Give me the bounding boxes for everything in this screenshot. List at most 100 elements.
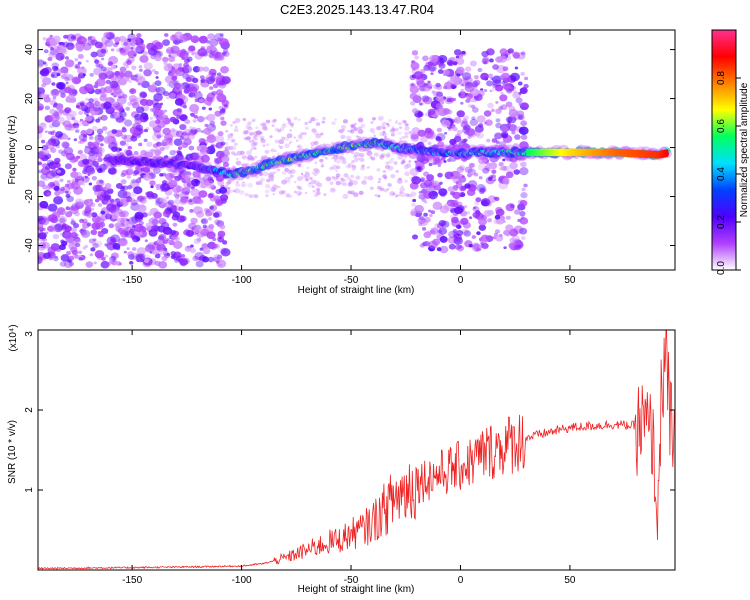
heatmap-cell bbox=[455, 55, 460, 59]
heatmap-cell bbox=[174, 83, 184, 91]
heatmap-cell bbox=[456, 129, 463, 135]
heatmap-cell bbox=[172, 222, 178, 227]
heatmap-cell bbox=[293, 180, 297, 184]
heatmap-cell bbox=[106, 242, 117, 251]
heatmap-cell bbox=[502, 177, 510, 185]
heatmap-cell bbox=[48, 51, 57, 58]
heatmap-cell bbox=[297, 163, 302, 168]
heatmap-cell bbox=[74, 198, 84, 206]
heatmap-cell bbox=[405, 193, 410, 197]
heatmap-cell bbox=[478, 123, 484, 128]
heatmap-cell bbox=[418, 190, 422, 194]
heatmap-cell bbox=[147, 84, 158, 93]
heatmap-cell bbox=[297, 134, 302, 139]
heatmap-cell bbox=[304, 192, 308, 195]
heatmap-cell bbox=[192, 152, 202, 161]
heatmap-cell bbox=[193, 114, 198, 119]
heatmap-cell bbox=[178, 168, 185, 174]
heatmap-cell bbox=[403, 122, 407, 125]
heatmap-cell bbox=[113, 87, 122, 95]
heatmap-cell bbox=[494, 132, 503, 140]
heatmap-cell bbox=[119, 71, 126, 78]
heatmap-cell bbox=[403, 120, 407, 124]
heatmap-cell bbox=[77, 140, 82, 144]
heatmap-cell bbox=[66, 74, 74, 81]
heatmap-cell bbox=[120, 179, 127, 185]
heatmap-cell bbox=[162, 127, 171, 136]
heatmap-cell bbox=[59, 42, 63, 46]
heatmap-cell bbox=[144, 239, 148, 243]
colorbar-tick-label: 0.8 bbox=[716, 71, 727, 85]
heatmap-cell bbox=[340, 125, 346, 130]
colorbar-tick-label: 0.6 bbox=[716, 119, 727, 133]
heatmap-cell bbox=[313, 131, 319, 136]
heatmap-cell bbox=[40, 173, 48, 180]
heatmap-cell bbox=[154, 260, 161, 266]
heatmap-cell bbox=[94, 41, 103, 49]
heatmap-cell bbox=[400, 185, 405, 189]
heatmap-cell bbox=[175, 130, 184, 138]
heatmap-cell bbox=[166, 253, 171, 256]
heatmap-cell bbox=[432, 201, 443, 210]
heatmap-cell bbox=[213, 244, 218, 248]
heatmap-cell bbox=[231, 139, 235, 143]
heatmap-cell bbox=[513, 244, 521, 251]
y-tick-label: 2 bbox=[24, 407, 35, 413]
heatmap-cell bbox=[227, 133, 233, 139]
heatmap-cell bbox=[253, 194, 258, 198]
heatmap-cell bbox=[67, 182, 75, 190]
heatmap-cell bbox=[347, 190, 352, 195]
heatmap-cell bbox=[367, 175, 374, 181]
heatmap-cell bbox=[100, 114, 108, 121]
heatmap-cell bbox=[456, 66, 465, 74]
snr-y-ticks: 1 2 3 bbox=[24, 329, 675, 493]
heatmap-cell bbox=[444, 132, 448, 135]
heatmap-cell bbox=[371, 117, 376, 121]
heatmap-cell bbox=[190, 244, 194, 248]
heatmap-cell bbox=[47, 56, 53, 62]
heatmap-cell bbox=[288, 142, 292, 145]
heatmap-cell bbox=[489, 89, 493, 93]
heatmap-cell bbox=[200, 130, 204, 133]
heatmap-cell bbox=[120, 38, 130, 47]
heatmap-cell bbox=[459, 185, 466, 192]
heatmap-cell bbox=[93, 67, 103, 76]
heatmap-cell bbox=[253, 147, 257, 150]
heatmap-cell bbox=[427, 141, 432, 146]
heatmap-cell bbox=[100, 57, 105, 61]
heatmap-cell bbox=[335, 169, 339, 173]
heatmap-cell bbox=[47, 130, 53, 135]
heatmap-cell bbox=[478, 248, 482, 251]
heatmap-cell bbox=[420, 156, 430, 165]
heatmap-cell bbox=[502, 133, 508, 139]
heatmap-cell bbox=[351, 167, 356, 171]
heatmap-cell bbox=[426, 174, 435, 181]
heatmap-cell bbox=[126, 247, 130, 251]
heatmap-cell bbox=[347, 130, 350, 133]
heatmap-cell bbox=[124, 70, 133, 78]
heatmap-cell bbox=[52, 233, 60, 240]
heatmap-cell bbox=[199, 75, 205, 80]
heatmap-cell bbox=[519, 227, 528, 235]
heatmap-cell bbox=[329, 166, 334, 171]
heatmap-cell bbox=[482, 167, 490, 174]
heatmap-cell bbox=[142, 51, 148, 56]
heatmap-cell bbox=[483, 209, 492, 217]
heatmap-cell bbox=[200, 154, 210, 163]
heatmap-cell bbox=[272, 188, 276, 192]
heatmap-cell bbox=[284, 143, 290, 149]
heatmap-cell bbox=[456, 73, 461, 77]
heatmap-cell bbox=[90, 159, 99, 167]
heatmap-cell bbox=[186, 56, 193, 62]
heatmap-cell bbox=[38, 232, 47, 240]
heatmap-cell bbox=[289, 195, 293, 198]
heatmap-cell bbox=[386, 152, 391, 157]
heatmap-cell bbox=[71, 227, 77, 233]
heatmap-cell bbox=[224, 145, 231, 151]
heatmap-cell bbox=[435, 82, 441, 88]
heatmap-cell bbox=[162, 226, 173, 235]
heatmap-cell bbox=[97, 116, 102, 121]
heatmap-cell bbox=[411, 108, 419, 114]
heatmap-cell bbox=[260, 155, 265, 160]
heatmap-cell bbox=[41, 144, 49, 151]
